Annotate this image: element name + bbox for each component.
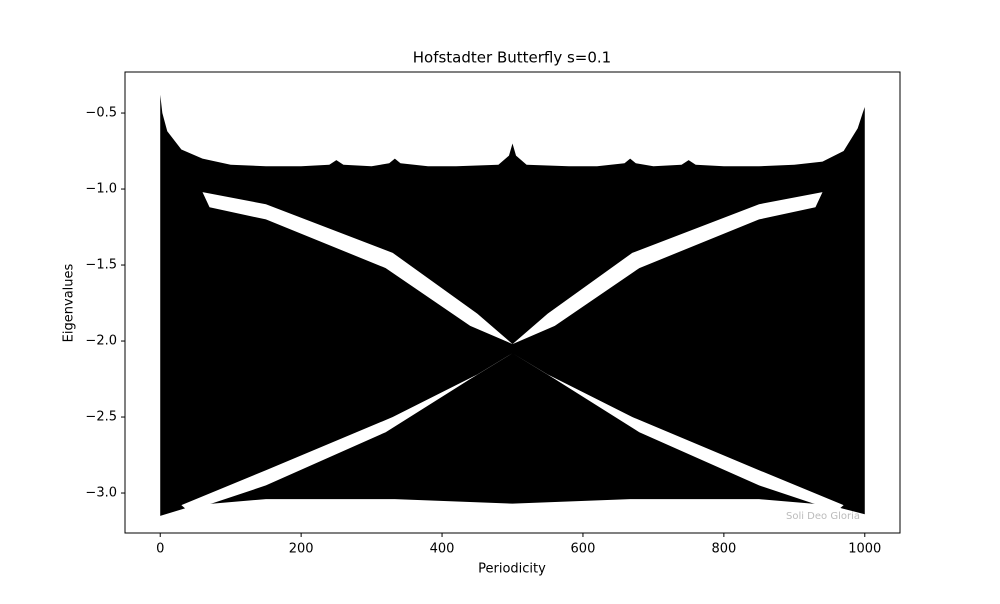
chart-title: Hofstadter Butterfly s=0.1	[413, 49, 611, 67]
x-tick-label: 200	[289, 542, 314, 557]
y-tick-label: −3.0	[85, 486, 117, 501]
region	[202, 192, 513, 345]
x-tick-label: 400	[430, 542, 455, 557]
y-tick-label: −0.5	[85, 106, 117, 121]
x-tick-label: 600	[571, 542, 596, 557]
x-tick-label: 1000	[848, 542, 881, 557]
region	[512, 353, 844, 512]
plot-frame	[124, 71, 901, 534]
x-tick-label: 0	[156, 542, 164, 557]
region	[181, 353, 513, 512]
region	[512, 192, 823, 345]
region	[160, 94, 865, 516]
y-tick-label: −1.5	[85, 258, 117, 273]
y-tick-label: −2.0	[85, 334, 117, 349]
x-tick-label: 800	[711, 542, 736, 557]
y-tick-label: −1.0	[85, 182, 117, 197]
y-axis-label: Eigenvalues	[62, 263, 77, 342]
watermark: Soli Deo Gloria	[786, 511, 860, 522]
x-axis-label: Periodicity	[478, 562, 546, 577]
y-tick-label: −2.5	[85, 410, 117, 425]
